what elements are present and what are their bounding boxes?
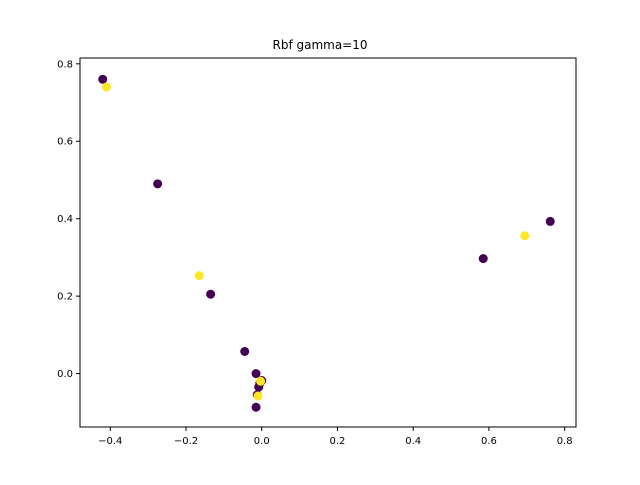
x-tick-label: −0.4: [98, 436, 122, 447]
plot-frame: [79, 57, 577, 428]
data-point-class-0: [251, 402, 261, 412]
data-point-class-1: [102, 82, 112, 92]
y-tick-label: 0.6: [57, 137, 73, 148]
x-tick-label: 0.2: [330, 436, 346, 447]
y-tick-label: 0.0: [57, 369, 73, 380]
data-point-class-0: [206, 289, 216, 299]
y-tick-label: 0.2: [57, 292, 73, 303]
x-tick-label: 0.8: [557, 436, 573, 447]
x-axis: −0.4 −0.2 0.0 0.2 0.4 0.6 0.8: [98, 427, 573, 447]
y-tick-label: 0.8: [57, 59, 73, 70]
data-point-class-0: [478, 254, 488, 264]
x-tick-label: 0.4: [405, 436, 421, 447]
data-point-class-0: [545, 216, 555, 226]
data-point-class-0: [153, 179, 163, 189]
x-tick-label: −0.2: [174, 436, 198, 447]
chart-title: Rbf gamma=10: [272, 38, 367, 52]
x-tick-label: 0.6: [481, 436, 497, 447]
y-tick-label: 0.4: [57, 214, 73, 225]
data-point-class-0: [98, 74, 108, 84]
data-points: [98, 74, 555, 412]
y-axis: 0.0 0.2 0.4 0.6 0.8: [57, 59, 80, 380]
data-point-class-1: [253, 391, 263, 401]
data-point-class-0: [251, 369, 261, 379]
data-point-class-1: [194, 271, 204, 281]
data-point-class-0: [240, 346, 250, 356]
data-point-class-1: [256, 376, 266, 386]
x-tick-label: 0.0: [254, 436, 270, 447]
data-point-class-1: [520, 231, 530, 241]
